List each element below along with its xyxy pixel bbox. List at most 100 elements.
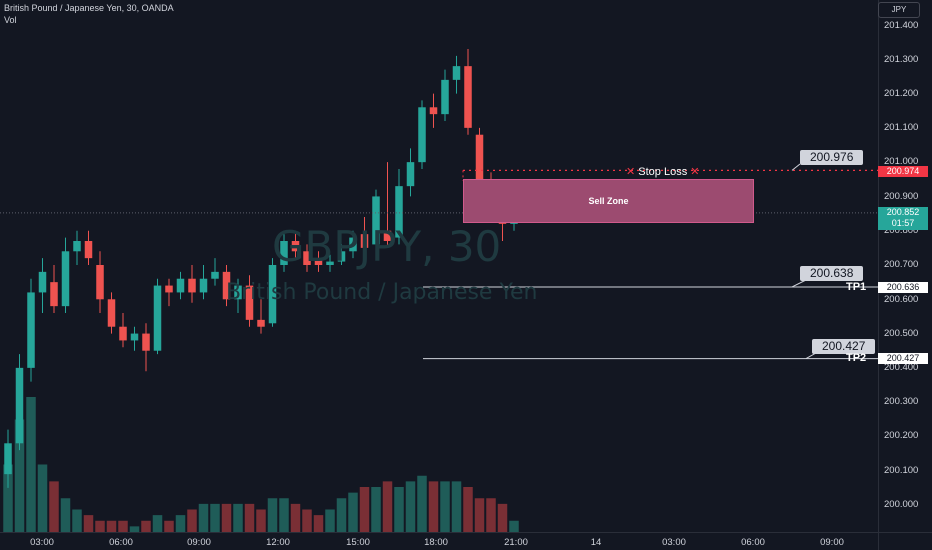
candle: [211, 258, 219, 286]
candle-body: [314, 258, 323, 266]
time-tick: 06:00: [741, 537, 765, 548]
candle: [441, 69, 449, 122]
candle-body: [452, 66, 461, 80]
candle: [38, 258, 47, 314]
volume-bar: [198, 503, 209, 532]
candle-body: [464, 66, 472, 128]
candle: [291, 230, 300, 259]
price-tick: 200.200: [884, 430, 919, 441]
time-tick: 06:00: [109, 537, 133, 548]
volume-bar: [141, 520, 151, 532]
stop-loss-callout-pointer: [791, 163, 801, 171]
tp1-callout[interactable]: 200.638: [800, 266, 864, 281]
candle: [303, 244, 311, 272]
candle-body: [176, 278, 185, 293]
candle-body: [153, 285, 162, 351]
price-tick: 200.600: [884, 294, 919, 305]
volume-bar: [486, 498, 496, 532]
candle: [199, 265, 208, 300]
currency-badge[interactable]: JPY: [878, 2, 920, 18]
candle: [452, 55, 461, 94]
volume-bar: [463, 487, 473, 532]
volume-bar: [221, 503, 232, 532]
price-tick: 201.200: [884, 88, 919, 99]
volume-bars: [3, 397, 519, 532]
level-lines: [0, 163, 878, 360]
candle-body: [326, 261, 334, 266]
volume-indicator-label[interactable]: Vol: [4, 15, 17, 25]
price-chart[interactable]: [0, 0, 878, 532]
candle: [188, 265, 196, 303]
current-price-tag: 200.852 01:57: [878, 207, 928, 230]
volume-bar: [72, 509, 82, 532]
candle: [50, 265, 58, 314]
volume-bar: [152, 515, 163, 532]
candle: [107, 292, 116, 334]
candle-body: [199, 278, 208, 293]
price-tick: 200.100: [884, 465, 919, 476]
candle: [360, 217, 369, 255]
candle: [222, 265, 231, 307]
sell-zone[interactable]: Sell Zone: [463, 179, 754, 223]
candle-body: [15, 367, 24, 444]
chart-title: British Pound / Japanese Yen, 30, OANDA: [4, 3, 174, 13]
candle-body: [188, 278, 196, 293]
candle: [153, 278, 162, 355]
candle: [429, 93, 438, 128]
close-icon: ✕: [626, 166, 636, 178]
candle: [337, 244, 346, 266]
candle: [395, 169, 403, 245]
time-tick: 03:00: [662, 537, 686, 548]
volume-bar: [267, 498, 278, 532]
volume-bar: [14, 419, 25, 532]
volume-bar: [290, 503, 301, 532]
candle-body: [96, 265, 104, 300]
price-tick: 201.000: [884, 156, 919, 167]
time-tick: 09:00: [187, 537, 211, 548]
candle-body: [245, 285, 254, 320]
price-tick: 200.900: [884, 191, 919, 202]
price-tick: 200.000: [884, 499, 919, 510]
candle-body: [406, 162, 415, 187]
volume-bar: [49, 481, 59, 532]
volume-bar: [256, 509, 266, 532]
volume-bar: [164, 520, 174, 532]
time-tick: 15:00: [346, 537, 370, 548]
price-tick: 200.500: [884, 328, 919, 339]
candle: [165, 278, 173, 307]
candle-body: [234, 285, 242, 300]
candle: [84, 230, 93, 266]
candle-body: [360, 234, 369, 248]
stop-loss-text: Stop Loss: [638, 166, 688, 178]
symbol-watermark: GBPJPY, 30: [272, 222, 502, 271]
candle: [372, 189, 380, 248]
price-axis-border: [878, 0, 879, 550]
stop-loss-price-tag: 200.974: [878, 166, 928, 177]
volume-bar: [359, 487, 370, 532]
candle-body: [142, 333, 150, 351]
volume-bar: [129, 526, 140, 532]
volume-bar: [336, 498, 347, 532]
stop-loss-callout[interactable]: 200.976: [800, 150, 864, 165]
name-watermark: British Pound / Japanese Yen: [226, 280, 538, 305]
volume-bar: [26, 397, 36, 532]
candle-body: [268, 265, 277, 324]
candle: [464, 49, 472, 135]
volume-bar: [3, 464, 13, 532]
bar-countdown: 01:57: [891, 218, 915, 228]
candle: [475, 127, 484, 187]
candle-body: [418, 107, 426, 163]
candle-body: [372, 196, 380, 245]
candle: [27, 278, 35, 382]
candle: [383, 162, 392, 248]
volume-bar: [394, 487, 404, 532]
candle-body: [119, 326, 127, 341]
candle-body: [441, 79, 449, 115]
tp2-price-tag: 200.427: [878, 353, 928, 364]
tp1-price-tag: 200.636: [878, 282, 928, 293]
volume-bar: [37, 464, 48, 532]
candle-body: [303, 251, 311, 266]
tp2-callout[interactable]: 200.427: [812, 339, 876, 354]
candle: [61, 237, 70, 314]
candle-body: [395, 186, 403, 238]
